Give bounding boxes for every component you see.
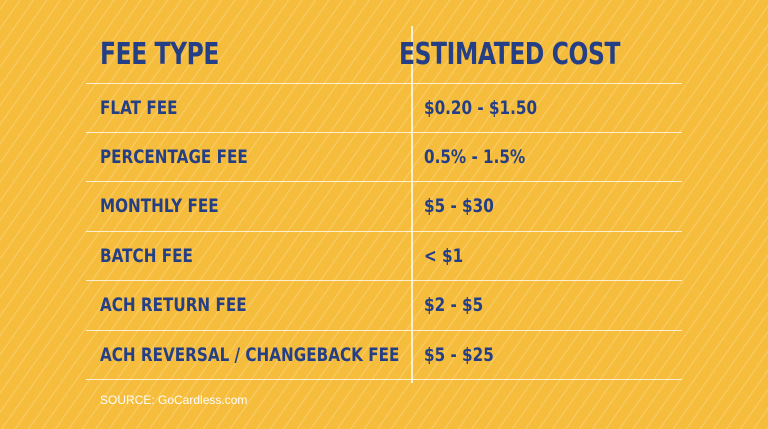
fee-type-cell: ACH RETURN FEE [86, 294, 411, 316]
cost-value: $0.20 - $1.50 [424, 96, 538, 119]
table-row: PERCENTAGE FEE 0.5% - 1.5% [86, 133, 682, 182]
fee-type-cell: ACH REVERSAL / CHANGEBACK FEE [86, 344, 411, 366]
source-credit: SOURCE: GoCardless.com [100, 393, 248, 407]
table-row: BATCH FEE < $1 [86, 232, 682, 281]
table-row: MONTHLY FEE $5 - $30 [86, 182, 682, 232]
fee-type-label: MONTHLY FEE [100, 195, 219, 218]
header-fee-type: FEE TYPE [100, 37, 220, 72]
header-estimated-cost: ESTIMATED COST [398, 37, 620, 72]
header-cell-estimated-cost: ESTIMATED COST [386, 37, 682, 72]
table-row: ACH REVERSAL / CHANGEBACK FEE $5 - $25 [86, 331, 682, 380]
fee-type-cell: FLAT FEE [86, 97, 411, 119]
cost-value: $5 - $25 [424, 343, 494, 366]
column-divider [411, 26, 413, 383]
cost-cell: $2 - $5 [411, 294, 682, 316]
cost-cell: $0.20 - $1.50 [411, 97, 682, 119]
fee-table: FEE TYPE ESTIMATED COST FLAT FEE $0.20 -… [86, 26, 682, 380]
cost-cell: $5 - $30 [411, 195, 682, 217]
fee-type-label: PERCENTAGE FEE [100, 145, 248, 168]
cost-value: < $1 [424, 244, 464, 267]
fee-type-cell: MONTHLY FEE [86, 195, 411, 217]
cost-cell: 0.5% - 1.5% [411, 146, 682, 168]
fee-type-cell: BATCH FEE [86, 245, 411, 267]
fee-type-label: BATCH FEE [100, 244, 193, 267]
cost-cell: < $1 [411, 245, 682, 267]
cost-value: 0.5% - 1.5% [424, 145, 526, 168]
cost-value: $2 - $5 [424, 294, 484, 317]
fee-type-cell: PERCENTAGE FEE [86, 146, 411, 168]
fee-type-label: ACH RETURN FEE [100, 294, 247, 317]
cost-cell: $5 - $25 [411, 344, 682, 366]
cost-value: $5 - $30 [424, 195, 494, 218]
fee-type-label: FLAT FEE [100, 96, 178, 119]
table-header-row: FEE TYPE ESTIMATED COST [86, 26, 682, 83]
fee-type-label: ACH REVERSAL / CHANGEBACK FEE [100, 343, 400, 366]
table-row: ACH RETURN FEE $2 - $5 [86, 281, 682, 331]
table-row: FLAT FEE $0.20 - $1.50 [86, 83, 682, 133]
header-cell-fee-type: FEE TYPE [86, 37, 386, 72]
